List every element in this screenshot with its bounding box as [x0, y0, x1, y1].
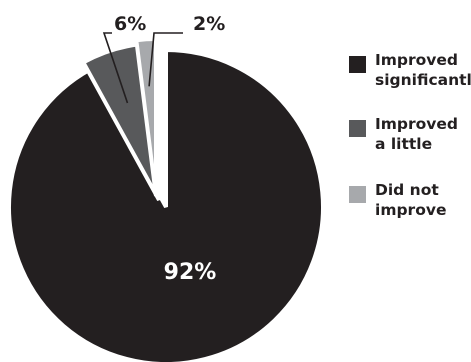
legend-label-improved-significantly: Improvedsignificantly — [375, 51, 471, 89]
pie-slices — [7, 36, 325, 362]
legend-swatch-did-not-improve — [349, 186, 366, 203]
leader-line-improved-a-little — [102, 32, 129, 104]
pie-slice-did-not-improve — [134, 36, 158, 197]
pie-slice-improved-significantly — [7, 47, 325, 362]
leader-line-did-not-improve — [148, 32, 183, 87]
data-label-improved-a-little: 6% — [114, 13, 146, 35]
legend-swatch-improved-a-little — [349, 120, 366, 137]
leader-lines — [102, 32, 183, 104]
legend-label-did-not-improve: Did not improve — [375, 181, 446, 219]
data-labels: 92% 6% 2% — [114, 13, 225, 285]
data-label-did-not-improve: 2% — [193, 13, 225, 35]
data-label-improved-significantly: 92% — [164, 260, 217, 285]
legend-swatch-improved-significantly — [349, 56, 366, 73]
legend-label-improved-a-little: Improved a little — [375, 115, 458, 153]
